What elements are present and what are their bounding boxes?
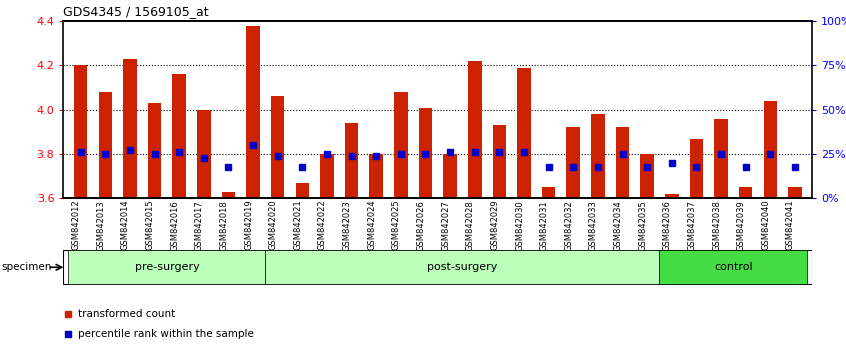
FancyBboxPatch shape	[660, 250, 807, 284]
Bar	[468, 61, 481, 198]
Text: GSM842012: GSM842012	[72, 200, 80, 250]
Text: GSM842041: GSM842041	[786, 200, 795, 250]
FancyBboxPatch shape	[266, 250, 660, 284]
Text: GSM842040: GSM842040	[761, 200, 771, 250]
Text: GSM842029: GSM842029	[491, 200, 499, 250]
Bar	[443, 154, 457, 198]
Text: GSM842028: GSM842028	[466, 200, 475, 251]
Text: GSM842033: GSM842033	[589, 200, 598, 251]
Text: GSM842013: GSM842013	[96, 200, 105, 251]
Text: GSM842020: GSM842020	[269, 200, 277, 250]
Bar	[246, 26, 260, 198]
Bar	[271, 97, 284, 198]
Text: GSM842022: GSM842022	[318, 200, 327, 250]
Bar	[541, 187, 556, 198]
Bar	[148, 103, 162, 198]
Bar	[222, 192, 235, 198]
Text: GSM842030: GSM842030	[515, 200, 524, 251]
Text: GSM842016: GSM842016	[170, 200, 179, 251]
Bar	[714, 119, 728, 198]
Text: GSM842018: GSM842018	[219, 200, 228, 251]
Text: GSM842021: GSM842021	[294, 200, 302, 250]
Text: GSM842027: GSM842027	[441, 200, 450, 251]
Text: GSM842036: GSM842036	[662, 200, 672, 251]
Bar	[739, 187, 752, 198]
Bar	[394, 92, 408, 198]
Bar	[616, 127, 629, 198]
Text: specimen: specimen	[2, 262, 52, 272]
Bar	[124, 59, 137, 198]
Bar	[567, 127, 580, 198]
Text: GSM842015: GSM842015	[146, 200, 155, 250]
Bar	[173, 74, 186, 198]
Bar	[295, 183, 309, 198]
Bar	[370, 154, 383, 198]
Text: GSM842034: GSM842034	[613, 200, 623, 251]
Text: GSM842024: GSM842024	[367, 200, 376, 250]
Bar	[320, 154, 334, 198]
Bar	[345, 123, 359, 198]
Bar	[419, 108, 432, 198]
Text: GSM842019: GSM842019	[244, 200, 253, 250]
Text: control: control	[714, 262, 753, 272]
Bar	[788, 187, 802, 198]
Bar	[517, 68, 530, 198]
Bar	[764, 101, 777, 198]
Bar	[665, 194, 678, 198]
Bar	[591, 114, 605, 198]
Bar	[689, 138, 703, 198]
Text: GSM842023: GSM842023	[343, 200, 352, 251]
Text: GDS4345 / 1569105_at: GDS4345 / 1569105_at	[63, 5, 209, 18]
Text: post-surgery: post-surgery	[427, 262, 497, 272]
Text: percentile rank within the sample: percentile rank within the sample	[78, 329, 254, 339]
Bar	[74, 65, 87, 198]
Text: transformed count: transformed count	[78, 309, 175, 319]
Text: GSM842039: GSM842039	[737, 200, 745, 251]
Text: GSM842025: GSM842025	[392, 200, 401, 250]
Text: GSM842026: GSM842026	[416, 200, 426, 251]
Text: GSM842014: GSM842014	[121, 200, 130, 250]
Text: GSM842035: GSM842035	[638, 200, 647, 251]
Text: GSM842038: GSM842038	[712, 200, 721, 251]
Bar	[492, 125, 506, 198]
Text: GSM842017: GSM842017	[195, 200, 204, 251]
Bar	[98, 92, 112, 198]
FancyBboxPatch shape	[69, 250, 266, 284]
Text: GSM842037: GSM842037	[688, 200, 696, 251]
Text: GSM842031: GSM842031	[540, 200, 549, 251]
Text: pre-surgery: pre-surgery	[135, 262, 200, 272]
Bar	[640, 154, 654, 198]
Bar	[197, 110, 211, 198]
Text: GSM842032: GSM842032	[564, 200, 574, 251]
